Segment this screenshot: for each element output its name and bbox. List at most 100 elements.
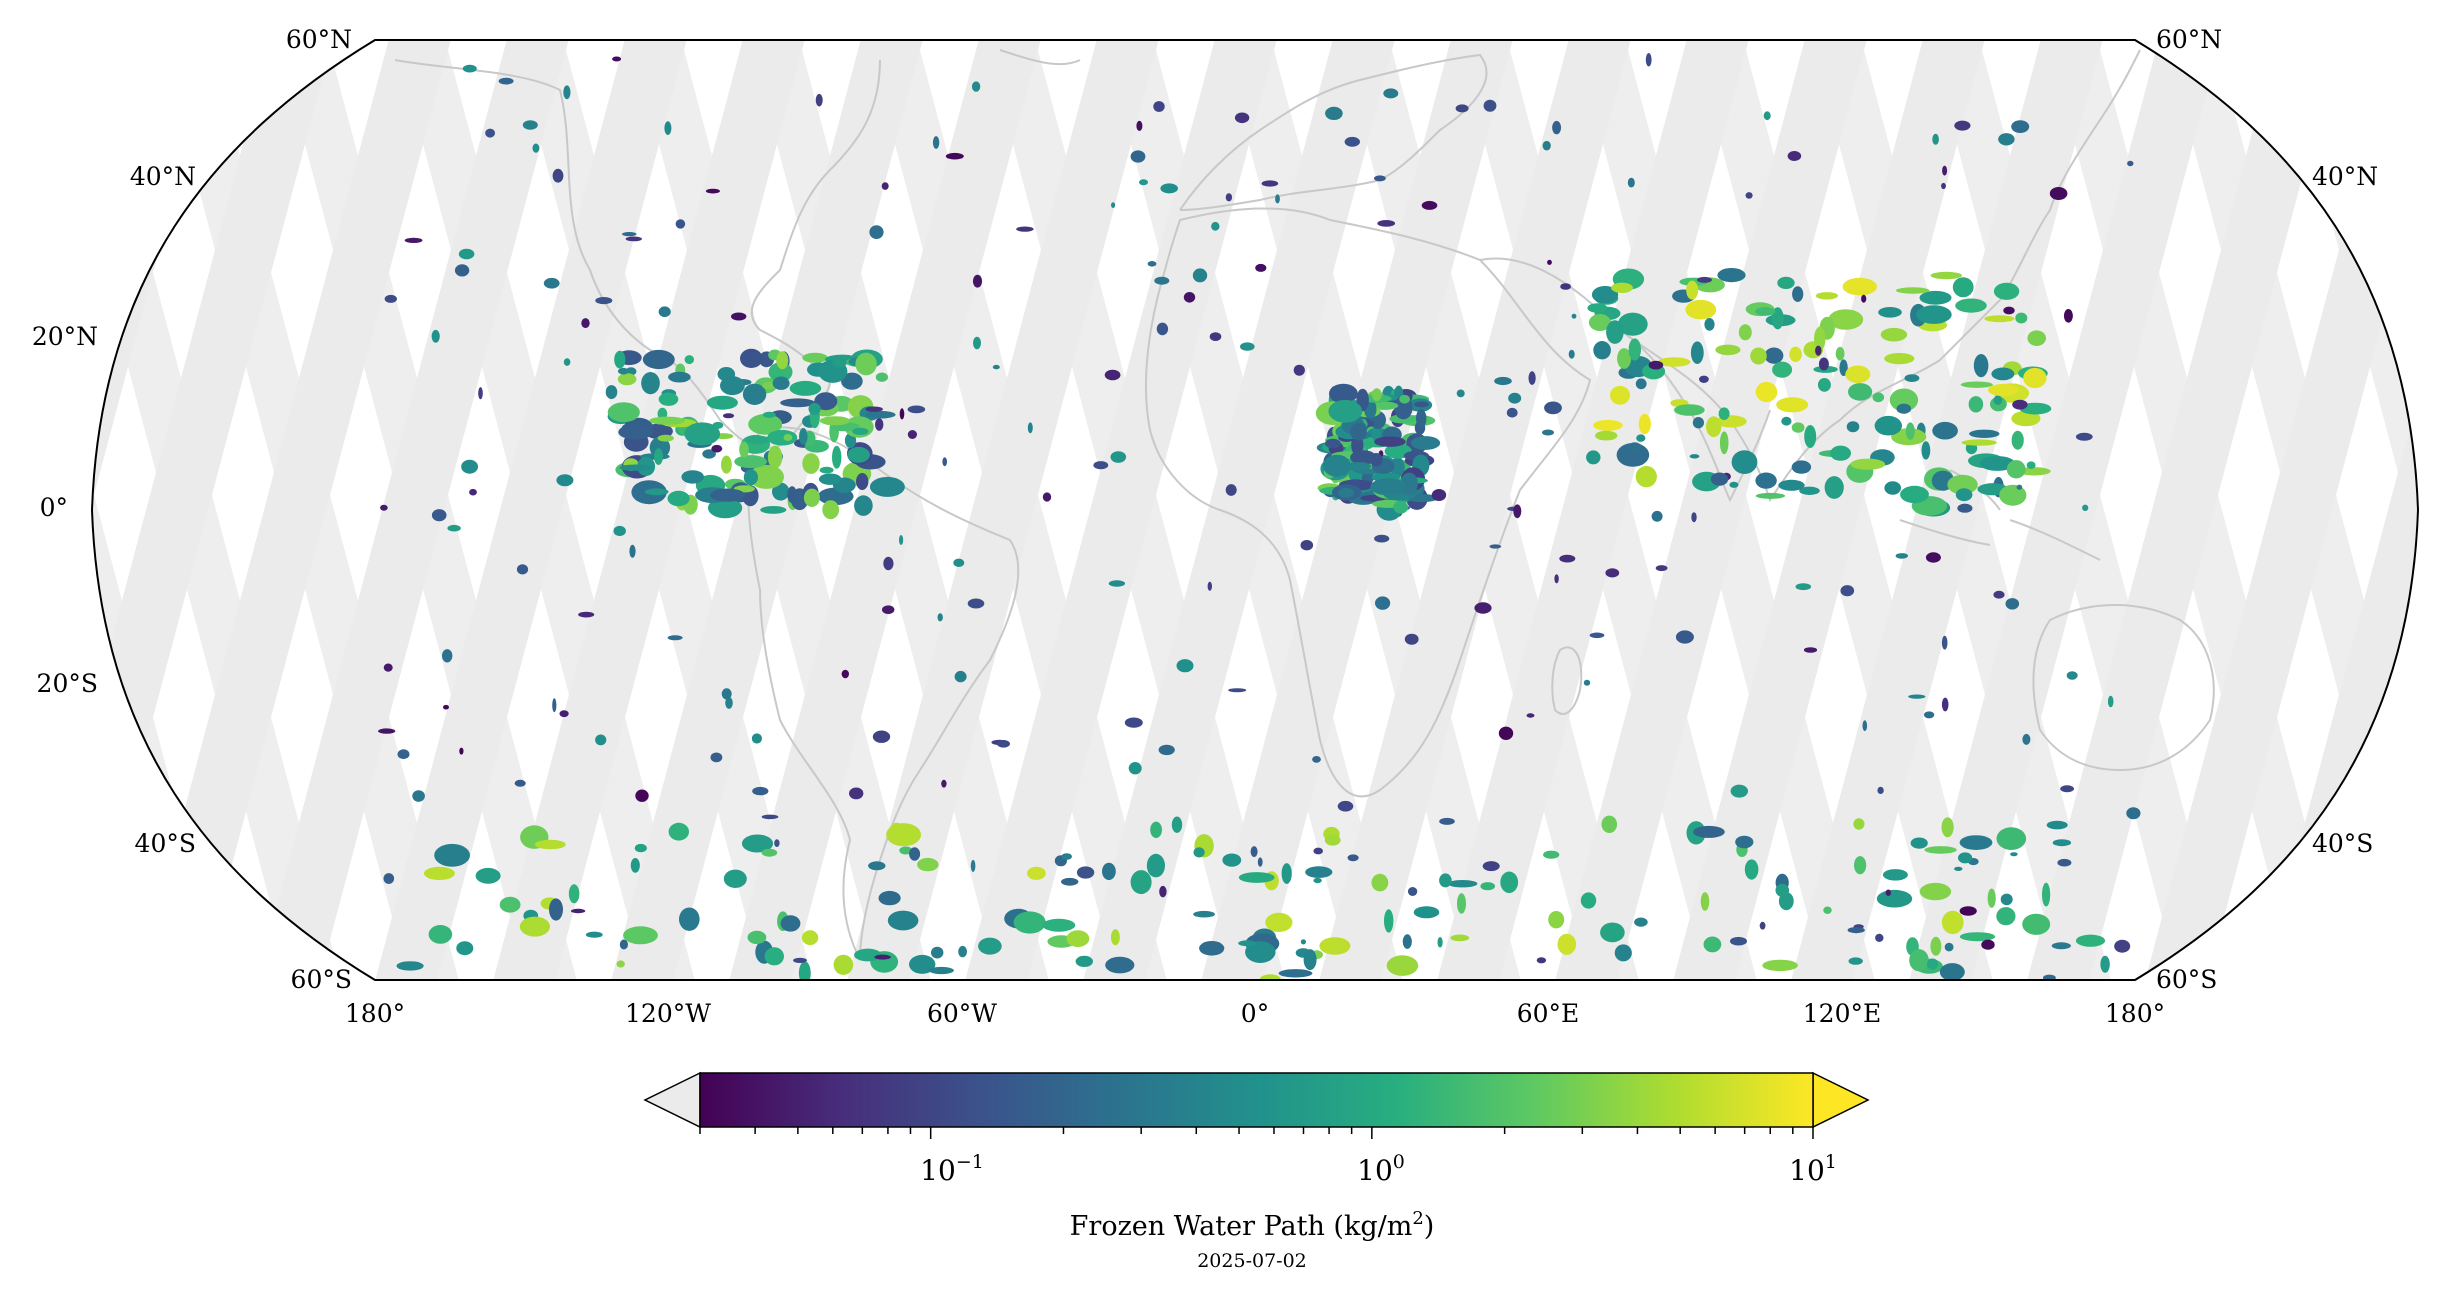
fwp-cell (2075, 934, 2106, 947)
fwp-cell (1791, 422, 1805, 433)
fwp-cell (2107, 695, 2114, 708)
fwp-cell (1455, 104, 1469, 113)
fwp-cell (568, 884, 580, 904)
fwp-cell (992, 364, 1000, 370)
fwp-cell (668, 371, 691, 383)
swath-gap-band (1098, 40, 1408, 980)
fwp-cell (1414, 401, 1429, 408)
fwp-cell (768, 362, 793, 382)
fwp-cell (849, 787, 864, 800)
fwp-cell (605, 385, 618, 400)
fwp-cell (1908, 694, 1926, 699)
fwp-cell (1874, 415, 1903, 436)
fwp-cell (1750, 347, 1767, 365)
colorbar: 10−1 100 101 Frozen Water Path (kg/m2) 2… (643, 1071, 1870, 1272)
colorbar-title-text: Frozen Water Path (kg/m (1070, 1211, 1413, 1242)
fwp-cell (519, 916, 551, 937)
fwp-cell (1489, 544, 1502, 549)
fwp-cell (1374, 175, 1386, 182)
fwp-cell (818, 473, 842, 485)
fwp-cell (881, 182, 889, 190)
fwp-cell (1884, 353, 1915, 365)
fwp-cell (1571, 313, 1577, 319)
fwp-cell (1293, 364, 1305, 376)
fwp-cell (1772, 361, 1793, 378)
fwp-cell (1636, 434, 1646, 442)
fwp-cell (743, 469, 759, 486)
fwp-cell (1568, 349, 1575, 359)
fwp-cell (1691, 512, 1697, 523)
fwp-cell (1840, 585, 1855, 597)
fwp-cell (1193, 910, 1215, 918)
fwp-cell (1764, 347, 1784, 364)
fwp-cell (1128, 762, 1142, 775)
fwp-cell (883, 556, 894, 571)
fwp-cell (872, 730, 891, 743)
fwp-cell (2011, 430, 2024, 450)
fwp-cell (383, 663, 393, 672)
fwp-cell (1762, 959, 1798, 972)
fwp-cell (1905, 422, 1915, 441)
fwp-cell (1110, 451, 1127, 463)
fwp-cell (1815, 345, 1822, 356)
fwp-cell (798, 961, 811, 980)
fwp-cell (772, 376, 790, 390)
tick-base: 10 (920, 1154, 956, 1187)
fwp-cell (1147, 261, 1157, 267)
fwp-cell (928, 966, 954, 975)
fwp-cell (684, 422, 721, 446)
fwp-cell (2016, 484, 2023, 490)
fwp-cell (2127, 160, 2134, 167)
map-outline (90, 39, 2420, 981)
coastline-australia (2032, 604, 2215, 772)
fwp-cell (1160, 183, 1178, 194)
fwp-cell (1439, 817, 1455, 825)
fwp-cell (1591, 286, 1619, 304)
fwp-cell (1845, 365, 1871, 384)
fwp-cell (1991, 367, 2015, 381)
fwp-cell (1595, 430, 1618, 441)
fwp-cell (1730, 784, 1749, 798)
fwp-cell (760, 506, 787, 514)
fwp-cell (1828, 309, 1864, 330)
fwp-cell (1759, 921, 1766, 930)
fwp-cell (899, 535, 904, 545)
fwp-cell (731, 312, 747, 321)
fwp-cell (625, 236, 642, 242)
fwp-cell (866, 410, 896, 419)
fwp-cell (802, 453, 820, 474)
fwp-cell (1818, 357, 1829, 371)
fwp-cell (447, 524, 461, 532)
fwp-cell (1431, 489, 1447, 501)
fwp-cell (2006, 460, 2026, 479)
fwp-cell (1439, 873, 1452, 888)
fwp-cell (761, 814, 779, 820)
fwp-cell (428, 925, 453, 944)
fwp-cell (681, 470, 704, 484)
fwp-cell (1745, 192, 1753, 199)
fwp-cell (1979, 456, 2016, 471)
fwp-cell (1183, 292, 1196, 303)
fwp-cell (1209, 332, 1222, 341)
fwp-cell (1910, 837, 1928, 849)
fwp-cell (1955, 298, 1987, 313)
fwp-cell (2022, 913, 2051, 935)
fwp-cell (684, 355, 694, 365)
fwp-cell (1110, 929, 1120, 946)
fwp-cell (1559, 554, 1576, 563)
fwp-cell (1344, 136, 1361, 147)
fwp-cell (852, 427, 869, 435)
fwp-cell (1959, 932, 1996, 942)
fwp-cell (1880, 327, 1908, 342)
fwp-cell (1013, 911, 1046, 934)
fwp-cell (1105, 956, 1135, 974)
fwp-cell (378, 728, 396, 734)
fwp-cell (721, 455, 732, 474)
fwp-cell (549, 898, 563, 921)
fwp-cell (634, 843, 647, 853)
fwp-cell (431, 329, 440, 343)
fwp-cell (499, 896, 521, 913)
fwp-cell (534, 839, 566, 850)
fwp-cell (937, 613, 943, 622)
